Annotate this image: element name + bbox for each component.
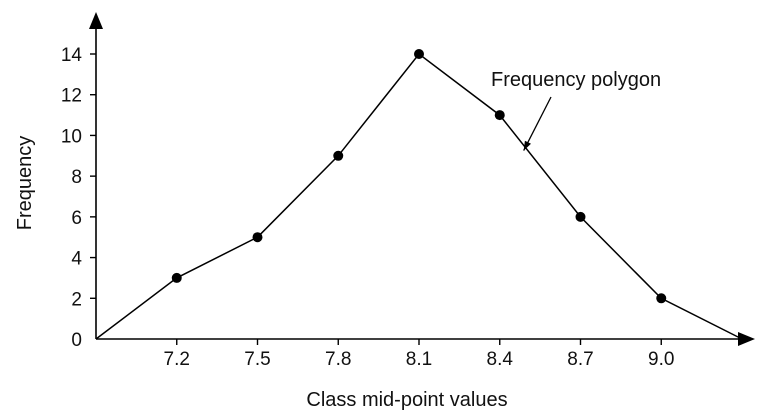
x-tick-label: 7.2 xyxy=(164,349,190,370)
y-tick-label: 2 xyxy=(71,289,82,310)
data-point xyxy=(656,293,667,304)
y-axis-title: Frequency xyxy=(14,136,36,231)
x-tick-label: 9.0 xyxy=(648,349,674,370)
x-tick-label: 8.1 xyxy=(406,349,432,370)
y-tick-label: 10 xyxy=(61,126,82,147)
axes xyxy=(89,12,755,346)
y-axis-arrowhead xyxy=(89,12,103,29)
x-tick-label: 7.5 xyxy=(244,349,270,370)
annotation-pointer-line xyxy=(523,96,552,151)
y-tick-label: 6 xyxy=(71,208,82,229)
data-point xyxy=(333,150,344,161)
data-point xyxy=(171,272,182,283)
data-point xyxy=(414,49,424,59)
axis-labels: 0 2 4 6 8 10 12 14 7.2 7.5 7.8 8.1 8.4 8.7 9.0 Class mi… xyxy=(14,45,674,411)
y-tick-label: 0 xyxy=(71,330,82,351)
data-point xyxy=(575,211,586,222)
data-point xyxy=(494,110,505,121)
annotation-arrowhead xyxy=(523,140,531,151)
plot-area xyxy=(95,49,743,340)
annotation-label: Frequency polygon xyxy=(491,69,661,91)
x-tick-label: 7.8 xyxy=(325,349,351,370)
data-point xyxy=(252,232,263,243)
x-tick-label: 8.7 xyxy=(567,349,593,370)
y-tick-label: 14 xyxy=(61,45,83,66)
y-tick-label: 4 xyxy=(71,249,82,270)
y-tick-label: 8 xyxy=(71,167,82,188)
x-tick-label: 8.4 xyxy=(487,349,514,370)
x-axis-arrowhead xyxy=(738,332,755,346)
frequency-polygon-line xyxy=(95,52,743,340)
y-tick-label: 12 xyxy=(61,86,82,107)
x-axis-title: Class mid-point values xyxy=(306,389,507,411)
